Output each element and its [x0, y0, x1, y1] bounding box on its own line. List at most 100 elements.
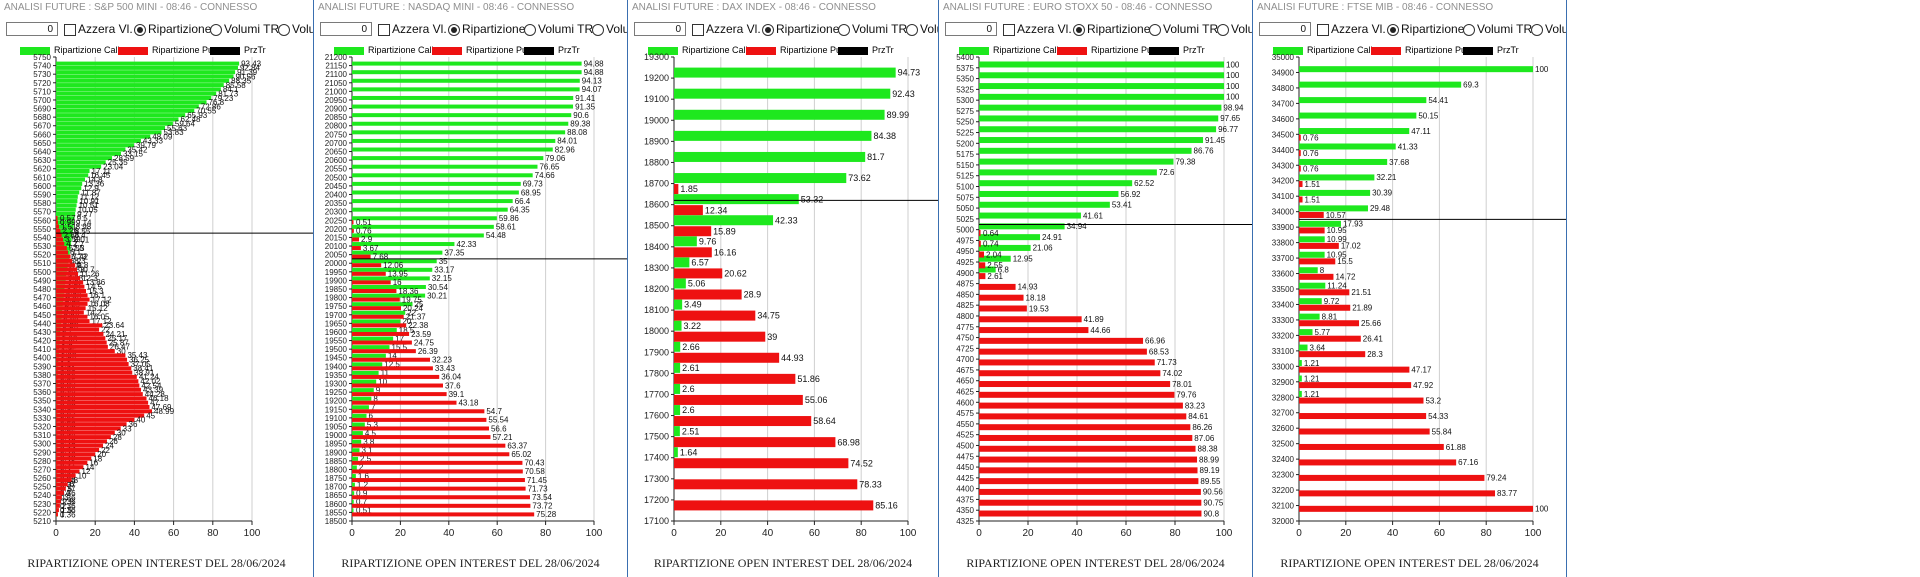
- x-tick-label: 60: [809, 528, 821, 539]
- azzera-checkbox[interactable]: [692, 24, 704, 36]
- legend-label-put: Ripartizione Put: [466, 45, 530, 55]
- y-tick-label: 4825: [956, 301, 974, 310]
- y-tick-label: 18500: [325, 517, 348, 526]
- put-bar: [1299, 413, 1427, 420]
- y-tick-label: 5320: [33, 422, 51, 431]
- azzera-checkbox[interactable]: [378, 24, 390, 36]
- call-value-label: 94.13: [582, 77, 603, 86]
- volumi-st-radio[interactable]: [592, 24, 604, 36]
- y-tick-label: 17600: [644, 411, 669, 421]
- call-value-label: 100: [1535, 65, 1549, 74]
- call-bar: [56, 233, 73, 238]
- threshold-spinner[interactable]: 0: [945, 22, 997, 36]
- threshold-spinner[interactable]: 0: [1259, 22, 1311, 36]
- call-value-label: 54.48: [486, 231, 507, 240]
- volumi-tr-radio[interactable]: [210, 24, 222, 36]
- call-bar: [1299, 174, 1375, 181]
- put-bar: [979, 434, 1193, 441]
- volumi-tr-radio[interactable]: [1463, 24, 1475, 36]
- threshold-spinner[interactable]: 0: [6, 22, 58, 36]
- legend-swatch-call: [959, 47, 989, 55]
- ripartizione-radio[interactable]: [1073, 24, 1085, 36]
- volumi-st-radio[interactable]: [906, 24, 918, 36]
- call-bar: [352, 431, 363, 436]
- call-bar: [352, 138, 556, 143]
- put-bar: [1299, 134, 1301, 141]
- y-tick-label: 5730: [33, 70, 51, 79]
- threshold-spinner[interactable]: 0: [634, 22, 686, 36]
- azzera-checkbox[interactable]: [1317, 24, 1329, 36]
- azzera-checkbox[interactable]: [64, 24, 76, 36]
- call-value-label: 93.43: [241, 59, 262, 68]
- call-bar: [352, 267, 433, 272]
- call-value-label: 0.36: [60, 502, 76, 511]
- y-tick-label: 5230: [33, 500, 51, 509]
- call-bar: [352, 396, 372, 401]
- volumi-tr-radio[interactable]: [1149, 24, 1161, 36]
- put-value-label: 74.52: [850, 458, 873, 468]
- y-tick-label: 32100: [1272, 502, 1295, 511]
- call-value-label: 70.55: [196, 107, 217, 116]
- put-value-label: 10.7: [79, 265, 95, 274]
- call-bar: [56, 126, 166, 131]
- put-value-label: 24.21: [105, 330, 126, 339]
- call-bar: [352, 156, 544, 161]
- call-bar: [979, 266, 996, 273]
- call-bar: [979, 212, 1081, 219]
- ripartizione-radio[interactable]: [134, 24, 146, 36]
- call-bar: [56, 104, 199, 109]
- threshold-spinner[interactable]: 0: [320, 22, 372, 36]
- put-value-label: 13.86: [85, 278, 106, 287]
- call-bar: [352, 190, 519, 195]
- put-bar: [56, 241, 65, 246]
- y-tick-label: 32400: [1272, 455, 1295, 464]
- call-bar: [56, 216, 75, 221]
- volumi-tr-radio[interactable]: [524, 24, 536, 36]
- volumi-st-radio[interactable]: [1531, 24, 1543, 36]
- call-bar: [1299, 267, 1318, 274]
- put-value-label: 25.87: [109, 338, 130, 347]
- call-value-label: 8: [1320, 266, 1325, 275]
- put-bar: [979, 478, 1199, 485]
- put-bar: [674, 226, 712, 237]
- call-value-label: 79.06: [545, 154, 566, 163]
- put-value-label: 2.9: [361, 235, 373, 244]
- put-value-label: 43.18: [458, 399, 479, 408]
- ripartizione-radio[interactable]: [448, 24, 460, 36]
- y-tick-label: 5150: [956, 161, 974, 170]
- y-tick-label: 19950: [325, 268, 348, 277]
- chart-legend: Ripartizione Call Ripartizione Put PrzTr: [628, 43, 938, 57]
- put-value-label: 2.04: [986, 250, 1002, 259]
- volumi-st-radio[interactable]: [278, 24, 290, 36]
- put-bar: [56, 366, 132, 371]
- x-tick-label: 0: [349, 528, 355, 539]
- call-value-label: 100: [1226, 93, 1240, 102]
- volumi-tr-radio[interactable]: [838, 24, 850, 36]
- call-value-label: 11.12: [80, 193, 100, 202]
- legend-label-put: Ripartizione Put: [1091, 45, 1155, 55]
- volumi-st-radio[interactable]: [1217, 24, 1229, 36]
- put-bar: [352, 220, 354, 225]
- put-bar: [56, 336, 106, 341]
- call-bar: [352, 199, 513, 204]
- put-value-label: 37.05: [131, 360, 152, 369]
- y-tick-label: 19800: [325, 294, 348, 303]
- call-bar: [979, 180, 1133, 187]
- y-tick-label: 4775: [956, 323, 974, 332]
- ripartizione-radio[interactable]: [1387, 24, 1399, 36]
- call-bar: [979, 244, 1031, 251]
- put-value-label: 37.6: [445, 381, 461, 390]
- put-bar: [1299, 443, 1444, 450]
- call-value-label: 10.99: [1327, 235, 1348, 244]
- call-value-label: 9: [376, 386, 381, 395]
- x-tick-label: 0: [53, 528, 59, 539]
- call-value-label: 9.14: [76, 218, 92, 227]
- put-value-label: 71.73: [1157, 358, 1178, 367]
- put-bar: [352, 443, 506, 448]
- put-bar: [56, 246, 67, 251]
- call-bar: [56, 229, 73, 234]
- put-value-label: 0.51: [356, 218, 372, 227]
- call-value-label: 53.32: [801, 194, 824, 204]
- azzera-checkbox[interactable]: [1003, 24, 1015, 36]
- ripartizione-radio[interactable]: [762, 24, 774, 36]
